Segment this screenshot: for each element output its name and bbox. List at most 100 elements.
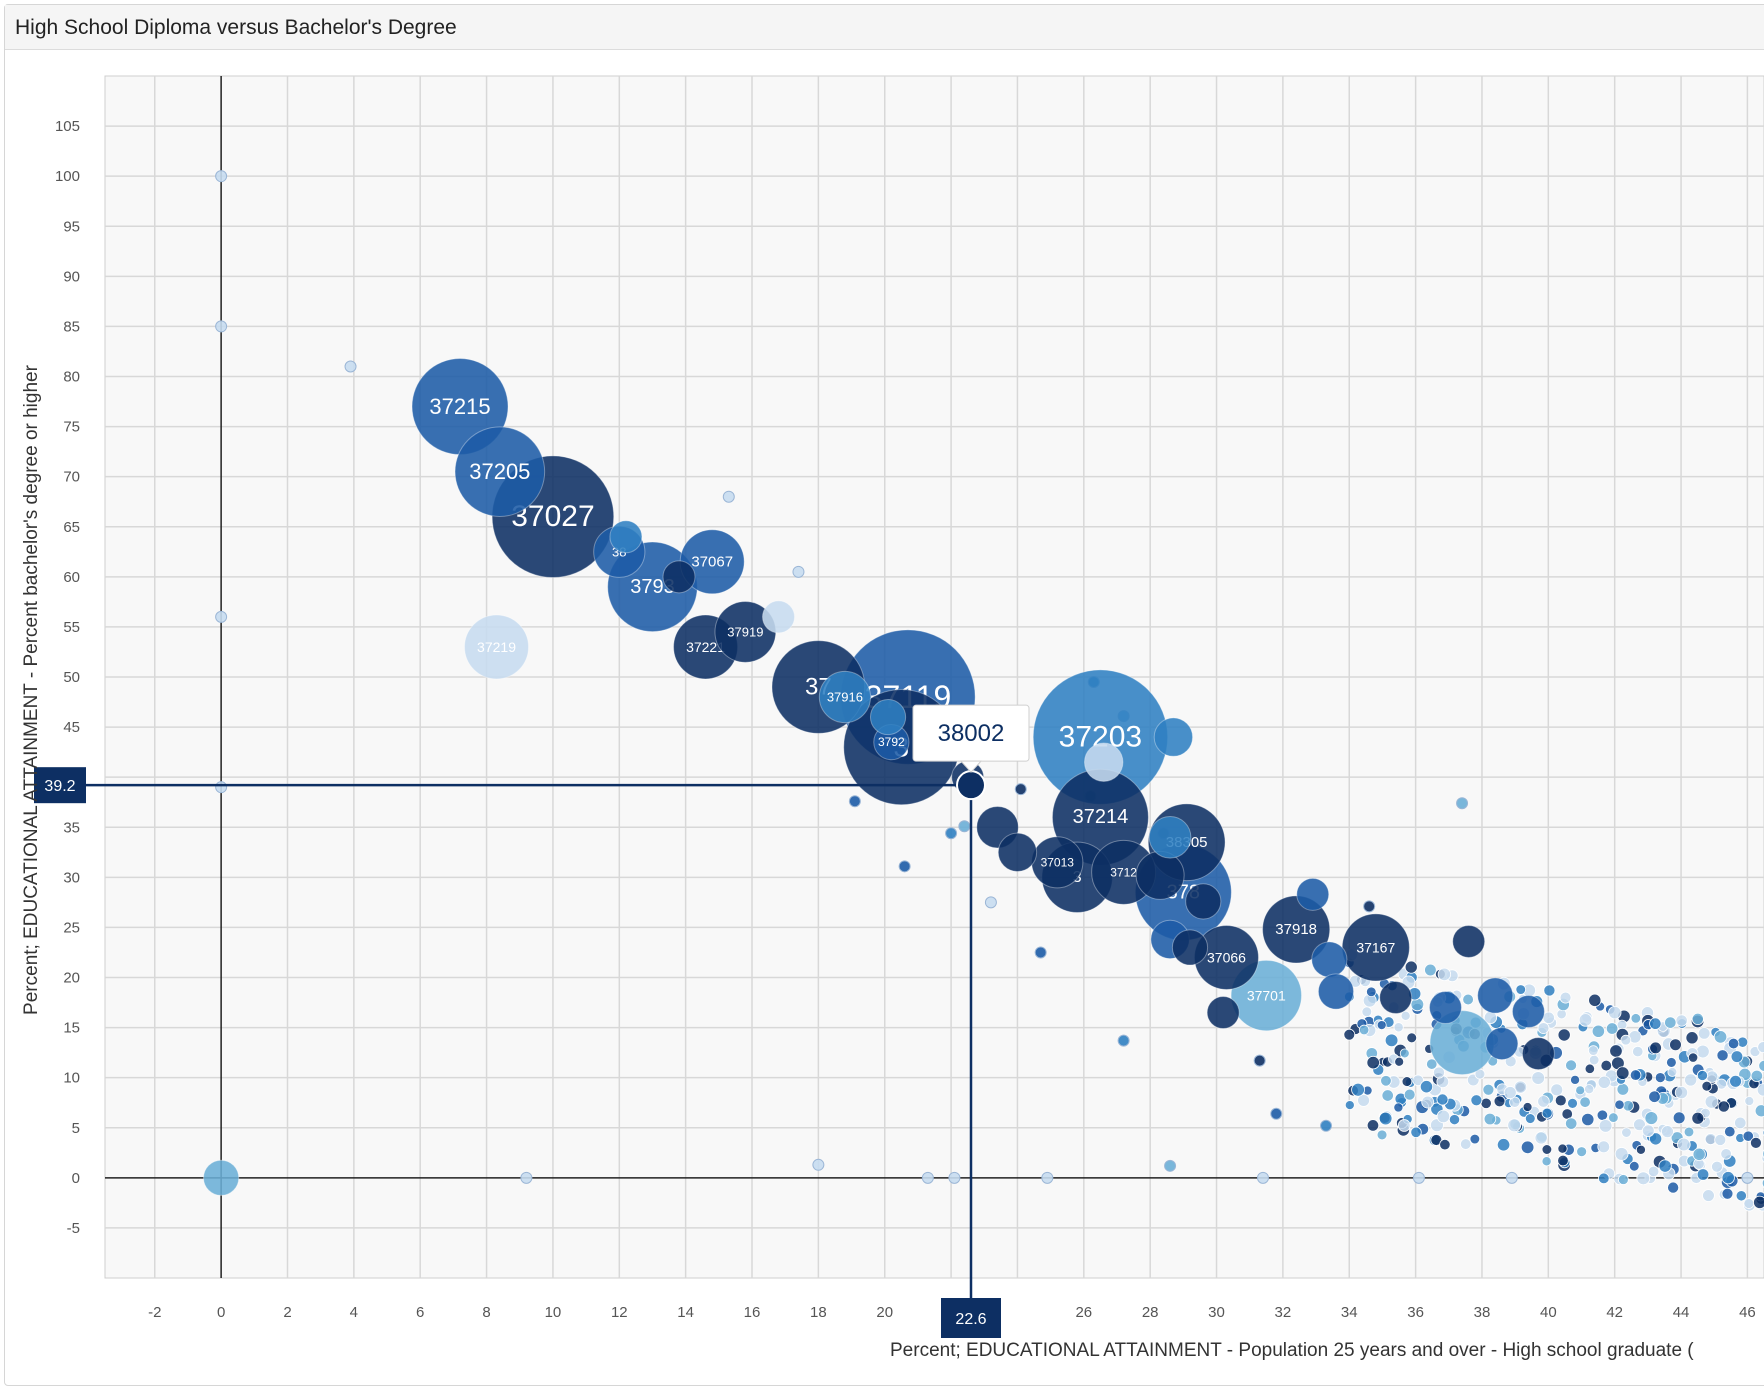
data-point-small[interactable]: [1531, 1071, 1546, 1085]
data-point-small[interactable]: [1667, 1067, 1678, 1077]
data-point-small[interactable]: [1644, 1111, 1659, 1125]
data-bubble[interactable]: [1477, 977, 1514, 1014]
data-point-small[interactable]: [1666, 1057, 1677, 1068]
data-point-small[interactable]: [1550, 1083, 1564, 1097]
data-point-small[interactable]: [1459, 1138, 1472, 1150]
data-point-small[interactable]: [1041, 1171, 1054, 1184]
data-point-small[interactable]: [1578, 1013, 1593, 1027]
data-point-small[interactable]: [1400, 1010, 1411, 1021]
data-bubble[interactable]: [1311, 941, 1348, 978]
data-point-small[interactable]: [1541, 1107, 1553, 1119]
data-point-small[interactable]: [1588, 1045, 1599, 1056]
data-point-small[interactable]: [1117, 1034, 1130, 1047]
data-point-small[interactable]: [344, 360, 357, 373]
data-point-small[interactable]: [1696, 1168, 1710, 1181]
data-point-small[interactable]: [1554, 1094, 1567, 1107]
data-point-small[interactable]: [1721, 1171, 1735, 1185]
data-point-small[interactable]: [1164, 1159, 1177, 1172]
data-point-small[interactable]: [1754, 1104, 1764, 1118]
data-point-small[interactable]: [1608, 1005, 1622, 1020]
data-point-small[interactable]: [1600, 1059, 1613, 1072]
data-bubble[interactable]: [203, 1159, 240, 1196]
data-point-small[interactable]: [1343, 1028, 1356, 1041]
data-point-small[interactable]: [1683, 1126, 1695, 1138]
data-point-small[interactable]: [520, 1171, 533, 1184]
data-point-small[interactable]: [1361, 1006, 1373, 1018]
data-point-small[interactable]: [1537, 1095, 1550, 1108]
data-point-small[interactable]: [1720, 1148, 1732, 1160]
data-point-small[interactable]: [1565, 1117, 1578, 1130]
data-point-small[interactable]: [1691, 1111, 1705, 1125]
data-point-small[interactable]: [1493, 1095, 1506, 1108]
data-bubble[interactable]: [869, 698, 907, 736]
data-point-small[interactable]: [1629, 1161, 1640, 1172]
data-point-small[interactable]: [1483, 1112, 1497, 1126]
data-bubble[interactable]: [609, 520, 643, 554]
data-point-small[interactable]: [1507, 1118, 1522, 1133]
data-point-small[interactable]: [1687, 1052, 1699, 1063]
data-point-small[interactable]: [984, 896, 997, 909]
data-point-small[interactable]: [1598, 1172, 1610, 1185]
data-point-small[interactable]: [1648, 1090, 1661, 1103]
data-point-small[interactable]: [1576, 1146, 1588, 1158]
data-point-small[interactable]: [1758, 1059, 1764, 1072]
data-point-small[interactable]: [1366, 1119, 1380, 1132]
data-point-small[interactable]: [1462, 993, 1474, 1006]
data-point-small[interactable]: [1394, 1056, 1405, 1067]
data-point-small[interactable]: [1588, 1054, 1600, 1066]
data-point-small[interactable]: [1505, 1171, 1518, 1184]
data-point-small[interactable]: [1632, 1045, 1644, 1058]
data-point-small[interactable]: [1741, 1171, 1754, 1184]
data-point-small[interactable]: [1399, 1048, 1410, 1059]
data-bubble[interactable]: [1521, 1037, 1555, 1071]
data-point-small[interactable]: [1397, 1119, 1411, 1132]
data-point-small[interactable]: [1384, 1033, 1399, 1048]
data-point-small[interactable]: [948, 1171, 961, 1184]
data-point-small[interactable]: [1503, 1086, 1517, 1100]
data-point-small[interactable]: [1730, 1050, 1744, 1063]
data-point-small[interactable]: [1649, 1132, 1663, 1146]
data-point-small[interactable]: [1635, 1144, 1646, 1155]
data-point-small[interactable]: [1513, 1080, 1528, 1094]
data-bubble[interactable]: [1084, 742, 1124, 782]
data-point-small[interactable]: [1034, 946, 1047, 959]
data-point-small[interactable]: [1436, 1109, 1451, 1124]
crosshair-point[interactable]: [955, 770, 986, 801]
data-point-small[interactable]: [1684, 1073, 1698, 1087]
data-point-small[interactable]: [1664, 1016, 1677, 1029]
data-point-small[interactable]: [1727, 1037, 1740, 1050]
data-bubble[interactable]: [1379, 981, 1413, 1015]
data-point-small[interactable]: [792, 565, 805, 578]
data-point-small[interactable]: [722, 490, 735, 503]
data-point-small[interactable]: [1581, 1112, 1595, 1127]
data-point-small[interactable]: [1524, 1113, 1536, 1124]
data-bubble[interactable]: [1317, 973, 1355, 1010]
data-bubble[interactable]: [1148, 815, 1192, 859]
data-point-small[interactable]: [1597, 1075, 1611, 1089]
data-point-small[interactable]: [1376, 1129, 1388, 1141]
data-point-small[interactable]: [215, 320, 228, 333]
data-point-small[interactable]: [1557, 1143, 1568, 1154]
data-point-small[interactable]: [1667, 1181, 1680, 1194]
data-point-small[interactable]: [1711, 1160, 1723, 1173]
data-point-small[interactable]: [1366, 1055, 1380, 1070]
data-point-small[interactable]: [1469, 1133, 1481, 1145]
data-bubble[interactable]: [1262, 895, 1331, 964]
data-point-small[interactable]: [1724, 1125, 1736, 1138]
data-point-small[interactable]: [1537, 1022, 1550, 1035]
data-point-small[interactable]: [1357, 1094, 1370, 1107]
data-bubble[interactable]: [464, 614, 530, 680]
data-point-small[interactable]: [1756, 1083, 1764, 1097]
data-point-small[interactable]: [1597, 1140, 1611, 1154]
data-point-small[interactable]: [1647, 1165, 1660, 1178]
data-point-small[interactable]: [1636, 1171, 1651, 1186]
data-point-small[interactable]: [1744, 1096, 1755, 1106]
data-point-small[interactable]: [1419, 1080, 1434, 1094]
data-point-small[interactable]: [1557, 1154, 1569, 1167]
data-point-small[interactable]: [1424, 963, 1437, 977]
data-point-small[interactable]: [1713, 1030, 1728, 1044]
data-point-small[interactable]: [1614, 1147, 1629, 1161]
data-point-small[interactable]: [1320, 1119, 1333, 1132]
data-point-small[interactable]: [1753, 1195, 1764, 1209]
